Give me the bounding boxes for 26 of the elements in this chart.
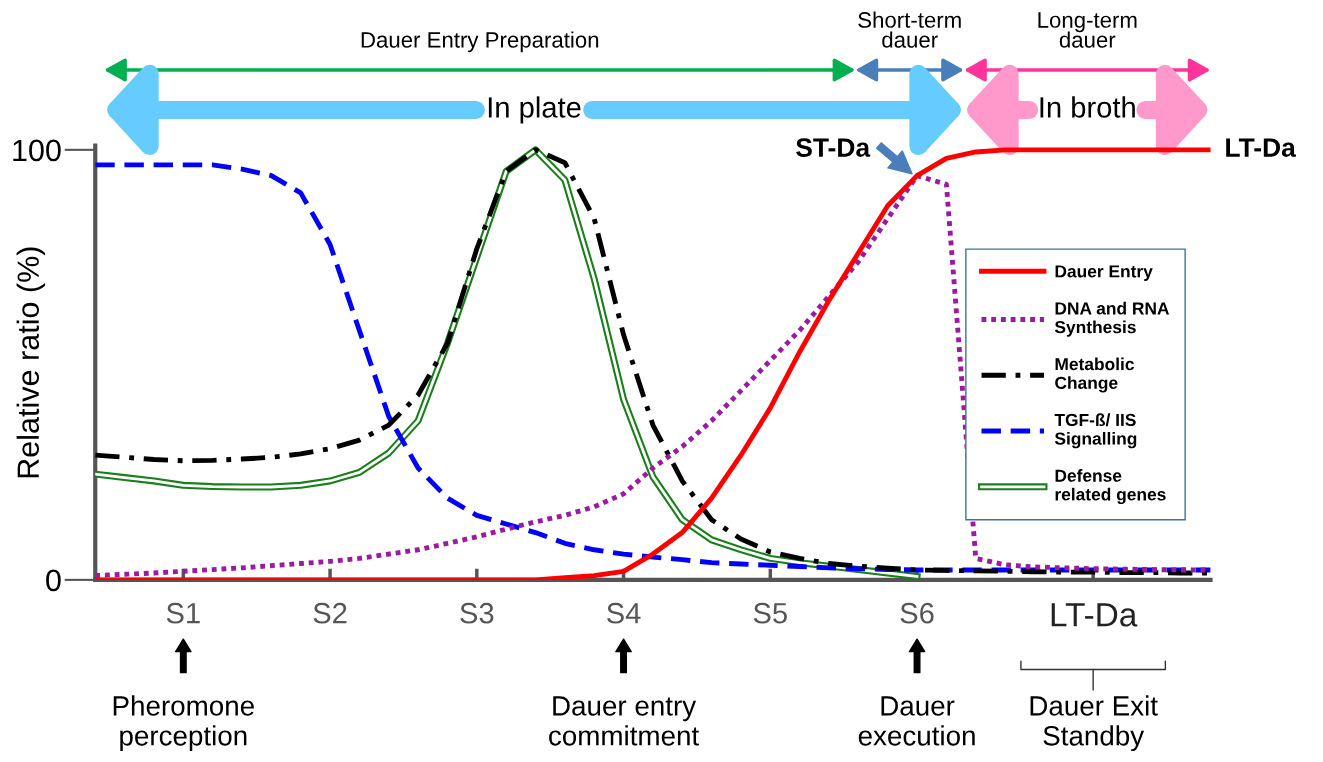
x-tick-label: S3 <box>460 602 494 624</box>
legend-label: Metabolic Change <box>1055 357 1134 393</box>
text: Dauer execution <box>858 696 975 746</box>
text: Short-term dauer <box>858 11 961 48</box>
legend-label: Dauer Entry <box>1055 265 1153 281</box>
annotation: ST-Da <box>796 138 871 157</box>
text: LT-Da <box>1226 138 1296 157</box>
text: Dauer Entry Preparation <box>361 31 599 53</box>
text: Dauer entry commitment <box>549 696 699 746</box>
text: Pheromone perception <box>113 695 254 752</box>
y-tick-label: 100 <box>13 139 61 162</box>
text: In plate <box>488 96 581 124</box>
x-tick-label: S5 <box>753 602 787 624</box>
x-tick-label: S6 <box>900 602 934 624</box>
legend-label: DNA and RNA Synthesis <box>1054 301 1170 337</box>
text: Long-term dauer <box>1038 12 1137 48</box>
legend-label: Defense related genes <box>1055 469 1166 505</box>
y-tick-label: 0 <box>46 569 61 592</box>
x-tick-label: S1 <box>166 602 200 624</box>
x-tick-label: S4 <box>607 602 641 624</box>
text: Dauer Exit Standby <box>1030 695 1158 752</box>
text: In broth <box>1040 96 1135 118</box>
y-axis-title: Relative ratio (%) <box>16 247 46 478</box>
x-tick-label: LT-Da <box>1051 603 1138 627</box>
legend-label: TGF-ß/ IIS Signalling <box>1054 413 1137 449</box>
x-tick-label: S2 <box>313 602 347 624</box>
